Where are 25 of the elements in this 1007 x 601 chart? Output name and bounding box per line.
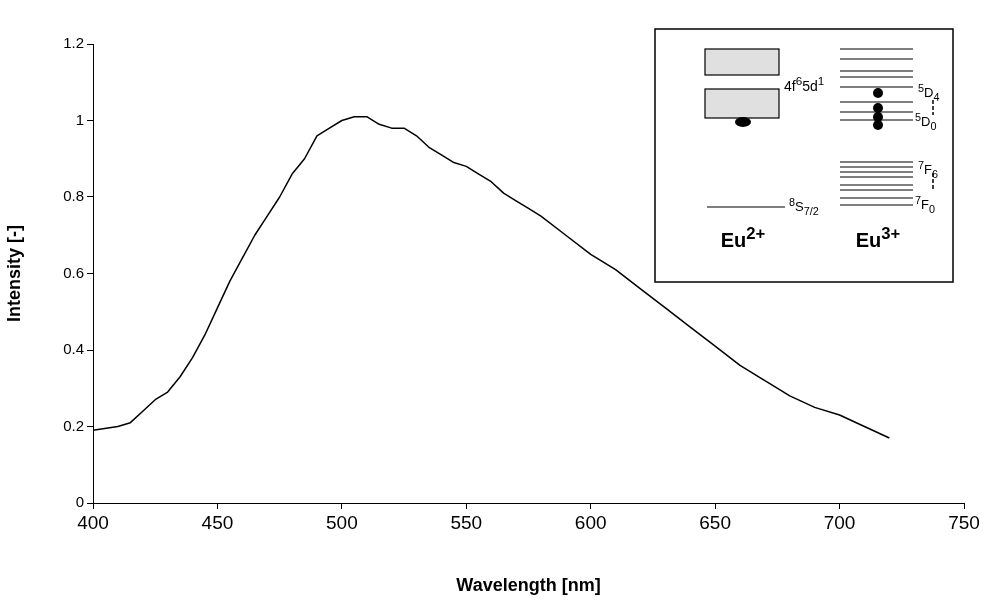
- y-tick-label: 0.6: [63, 263, 84, 281]
- y-axis-title: Intensity [-]: [3, 225, 24, 322]
- annotation: $^{5}$D$_{4}$: [918, 82, 940, 104]
- y-tick-label: 1: [75, 110, 84, 128]
- x-tick-label: 500: [326, 511, 358, 533]
- annotation: 4f$^{6}$5d$^{1}$: [784, 74, 825, 94]
- y-tick-label: 0.8: [63, 187, 84, 205]
- y-tick-label: 0.2: [63, 416, 84, 434]
- annotation: $^{8}$S$_{7/2}$: [789, 196, 819, 218]
- x-tick-label: 650: [699, 511, 731, 533]
- x-axis-title: Wavelength [nm]: [456, 575, 601, 596]
- x-tick-label: 600: [574, 511, 607, 533]
- x-tick-label: 400: [77, 511, 109, 533]
- annotation: $^{7}$F$_{0}$: [915, 194, 936, 216]
- annotation: Eu$^{2+}$: [720, 224, 766, 251]
- annotation: $^{5}$D$_{0}$: [915, 111, 937, 133]
- annotation: Eu$^{3+}$: [855, 224, 901, 251]
- x-tick-label: 750: [948, 511, 980, 533]
- x-tick-label: 550: [450, 511, 483, 533]
- y-tick-label: 0: [75, 493, 84, 511]
- x-tick-label: 450: [201, 511, 234, 533]
- annotation: $^{7}$F$_{6}$: [918, 159, 939, 181]
- y-tick-label: 1.2: [63, 34, 84, 52]
- x-tick-label: 700: [823, 511, 856, 533]
- y-tick-label: 0.4: [63, 340, 84, 358]
